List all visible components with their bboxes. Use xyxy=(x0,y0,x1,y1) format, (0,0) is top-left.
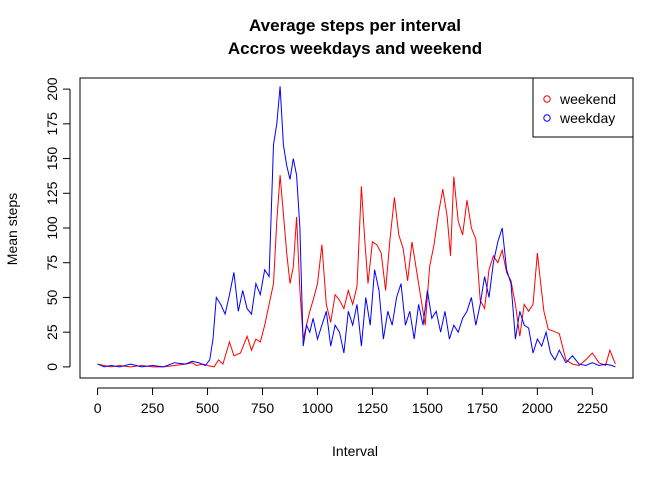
x-tick-label: 500 xyxy=(196,400,220,416)
y-tick-label: 200 xyxy=(44,77,60,101)
y-tick-label: 175 xyxy=(44,112,60,136)
chart-title-line-1: Average steps per interval xyxy=(249,16,461,35)
x-tick-label: 2000 xyxy=(522,400,553,416)
legend: weekend weekday xyxy=(532,77,634,138)
plot-frame xyxy=(79,77,634,379)
legend-marker-weekday xyxy=(543,114,551,122)
legend-label-weekday: weekday xyxy=(559,110,615,126)
y-tick-label: 75 xyxy=(44,255,60,271)
x-tick-label: 1000 xyxy=(302,400,333,416)
x-axis-label: Interval xyxy=(332,443,378,459)
legend-marker-weekend xyxy=(543,95,551,103)
y-tick-label: 100 xyxy=(44,216,60,240)
y-tick-label: 125 xyxy=(44,181,60,205)
x-tick-label: 750 xyxy=(251,400,275,416)
series-layer xyxy=(97,86,616,368)
y-tick-label: 25 xyxy=(44,324,60,340)
x-tick-label: 1250 xyxy=(357,400,388,416)
y-tick-label: 150 xyxy=(44,147,60,171)
series-line-weekday xyxy=(97,86,616,368)
y-tick-label: 50 xyxy=(44,289,60,305)
x-axis: 0 250 500 750 1000 1250 1500 1750 2000 2250 xyxy=(94,387,608,416)
x-tick-label: 0 xyxy=(94,400,102,416)
y-tick-label: 0 xyxy=(44,363,60,371)
x-tick-label: 250 xyxy=(141,400,165,416)
x-tick-label: 1500 xyxy=(412,400,443,416)
legend-label-weekend: weekend xyxy=(559,91,616,107)
y-axis: 0 25 50 75 100 125 150 175 200 xyxy=(44,77,71,371)
legend-box xyxy=(532,77,634,138)
series-line-weekend xyxy=(97,175,616,368)
x-tick-label: 1750 xyxy=(467,400,498,416)
chart-title-line-2: Accros weekdays and weekend xyxy=(228,39,482,58)
y-axis-label: Mean steps xyxy=(4,193,20,265)
x-tick-label: 2250 xyxy=(577,400,608,416)
